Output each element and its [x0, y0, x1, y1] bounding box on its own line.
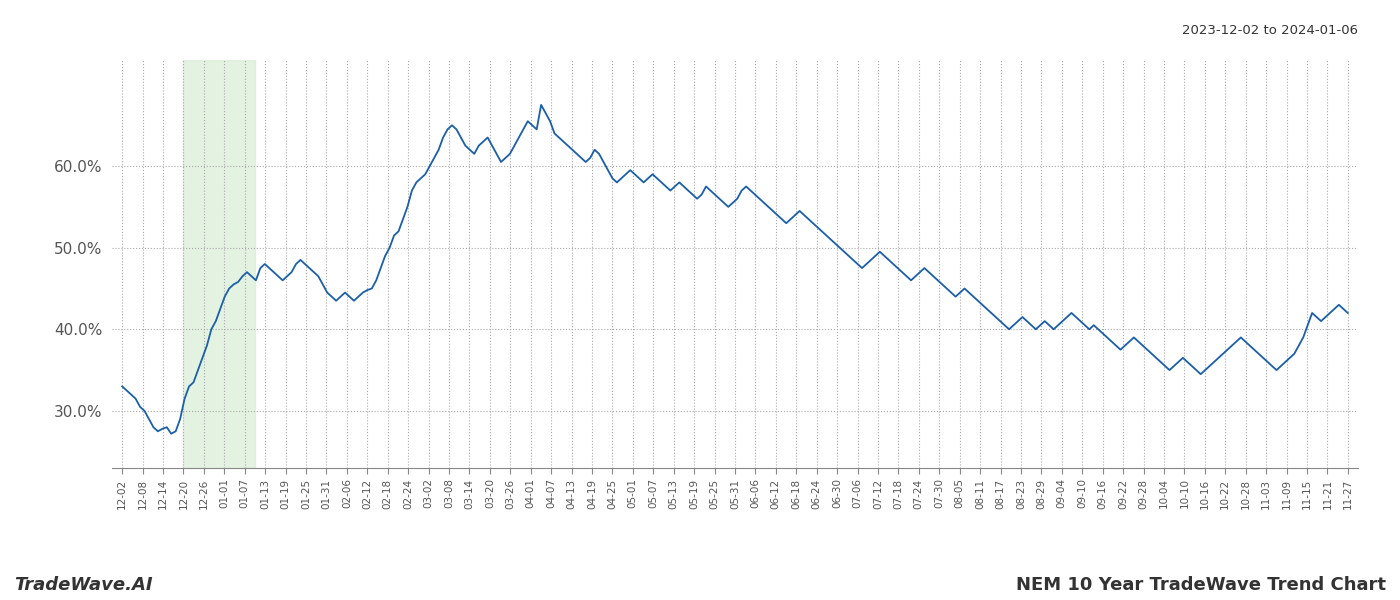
Text: 2023-12-02 to 2024-01-06: 2023-12-02 to 2024-01-06	[1182, 24, 1358, 37]
Bar	[183, 60, 255, 468]
Text: NEM 10 Year TradeWave Trend Chart: NEM 10 Year TradeWave Trend Chart	[1016, 576, 1386, 594]
Text: TradeWave.AI: TradeWave.AI	[14, 576, 153, 594]
